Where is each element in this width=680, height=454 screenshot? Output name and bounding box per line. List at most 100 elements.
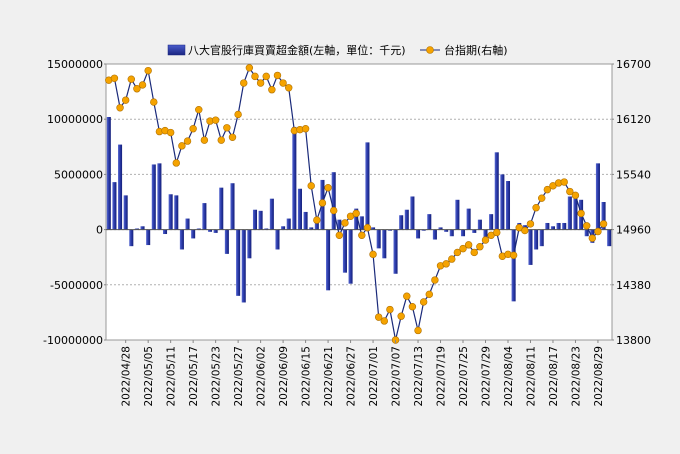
left-tick-label: -10000000 (43, 334, 103, 347)
line-point (324, 184, 332, 192)
line-point (335, 231, 344, 240)
bar (393, 229, 398, 274)
x-axis: 2022/04/28 2022/05/05 2022/05/11 2022/05/17… (121, 340, 605, 407)
bar (179, 229, 184, 250)
bar (387, 229, 392, 231)
bar (303, 211, 308, 230)
line-point (414, 326, 422, 335)
line-point (172, 159, 180, 167)
bar (342, 229, 347, 273)
line-point (110, 74, 119, 82)
bar (348, 229, 353, 284)
left-tick-label: -5000000 (50, 279, 103, 292)
x-tick-label: 2022/06/21 (323, 346, 335, 407)
line-point (453, 248, 462, 257)
line-point (251, 72, 259, 81)
line-point (200, 136, 209, 144)
x-tick-label: 2022/08/11 (525, 346, 537, 407)
line-point (566, 187, 574, 196)
line-point (363, 223, 372, 232)
bar (528, 229, 533, 265)
bar (494, 152, 499, 230)
line-point (262, 72, 270, 81)
line-point (279, 79, 287, 87)
bar (331, 172, 336, 230)
bar (382, 229, 387, 259)
bar (196, 228, 201, 230)
bar (601, 202, 606, 230)
x-tick-label: 2022/06/15 (301, 346, 313, 407)
line-point (285, 84, 293, 92)
x-tick-label: 2022/07/19 (436, 346, 448, 407)
legend-line-label: 台指期(右軸) (444, 43, 508, 57)
bar (489, 214, 494, 230)
line-point (256, 79, 265, 87)
line-point (318, 199, 327, 207)
bar (455, 199, 460, 230)
line-point (166, 128, 175, 137)
bar (151, 164, 156, 230)
line-point (273, 71, 282, 80)
x-tick-label: 2022/05/11 (166, 346, 178, 407)
bar (185, 218, 190, 230)
bar (410, 196, 415, 230)
x-tick-label: 2022/07/13 (413, 346, 425, 407)
line-point (133, 85, 141, 93)
line-point (380, 317, 388, 325)
x-tick-label: 2022/08/29 (593, 346, 605, 407)
line-point (459, 244, 467, 253)
left-tick-label: 15000000 (47, 58, 103, 71)
bar (573, 198, 578, 230)
legend-line-marker (426, 46, 434, 54)
bar (584, 229, 589, 237)
bar (230, 183, 235, 230)
bar (404, 209, 409, 230)
bar (365, 142, 370, 230)
line-point (144, 66, 152, 75)
x-tick-label: 2022/05/23 (211, 346, 223, 407)
bar (309, 227, 314, 230)
line-point (599, 220, 608, 228)
line-point (476, 243, 484, 251)
line-point (150, 98, 158, 106)
bar (247, 229, 252, 259)
x-tick-label: 2022/05/27 (233, 346, 245, 407)
bar (500, 174, 505, 230)
right-tick-label: 16120 (616, 113, 651, 126)
bar (438, 227, 443, 230)
line-point (532, 204, 540, 212)
x-tick-label: 2022/07/07 (391, 346, 403, 407)
bar (129, 229, 134, 247)
bar (432, 229, 437, 240)
bar (337, 219, 342, 230)
x-tick-label: 2022/07/29 (481, 346, 493, 407)
line-point (448, 255, 456, 263)
bar (505, 181, 511, 230)
x-tick-label: 2022/05/17 (188, 346, 200, 407)
bar (112, 182, 117, 230)
bar (241, 229, 246, 303)
bar (118, 144, 123, 230)
bar (376, 229, 381, 249)
line-point (543, 185, 552, 194)
line-point (183, 137, 192, 145)
line-point (313, 216, 321, 224)
line-point (588, 234, 597, 242)
bar (359, 216, 364, 230)
line-point (307, 182, 315, 190)
bar (556, 222, 561, 230)
bar (444, 229, 449, 232)
line-point (419, 298, 428, 306)
bar (297, 188, 302, 230)
line-point (397, 312, 405, 320)
line-point (301, 125, 310, 133)
x-tick-label: 2022/07/01 (368, 346, 380, 407)
x-tick-label: 2022/07/25 (458, 346, 470, 407)
line-point (189, 125, 197, 133)
line-point (403, 292, 411, 300)
line-point (352, 209, 360, 218)
bar (207, 229, 213, 232)
bar (191, 229, 196, 239)
line-point (582, 222, 591, 230)
